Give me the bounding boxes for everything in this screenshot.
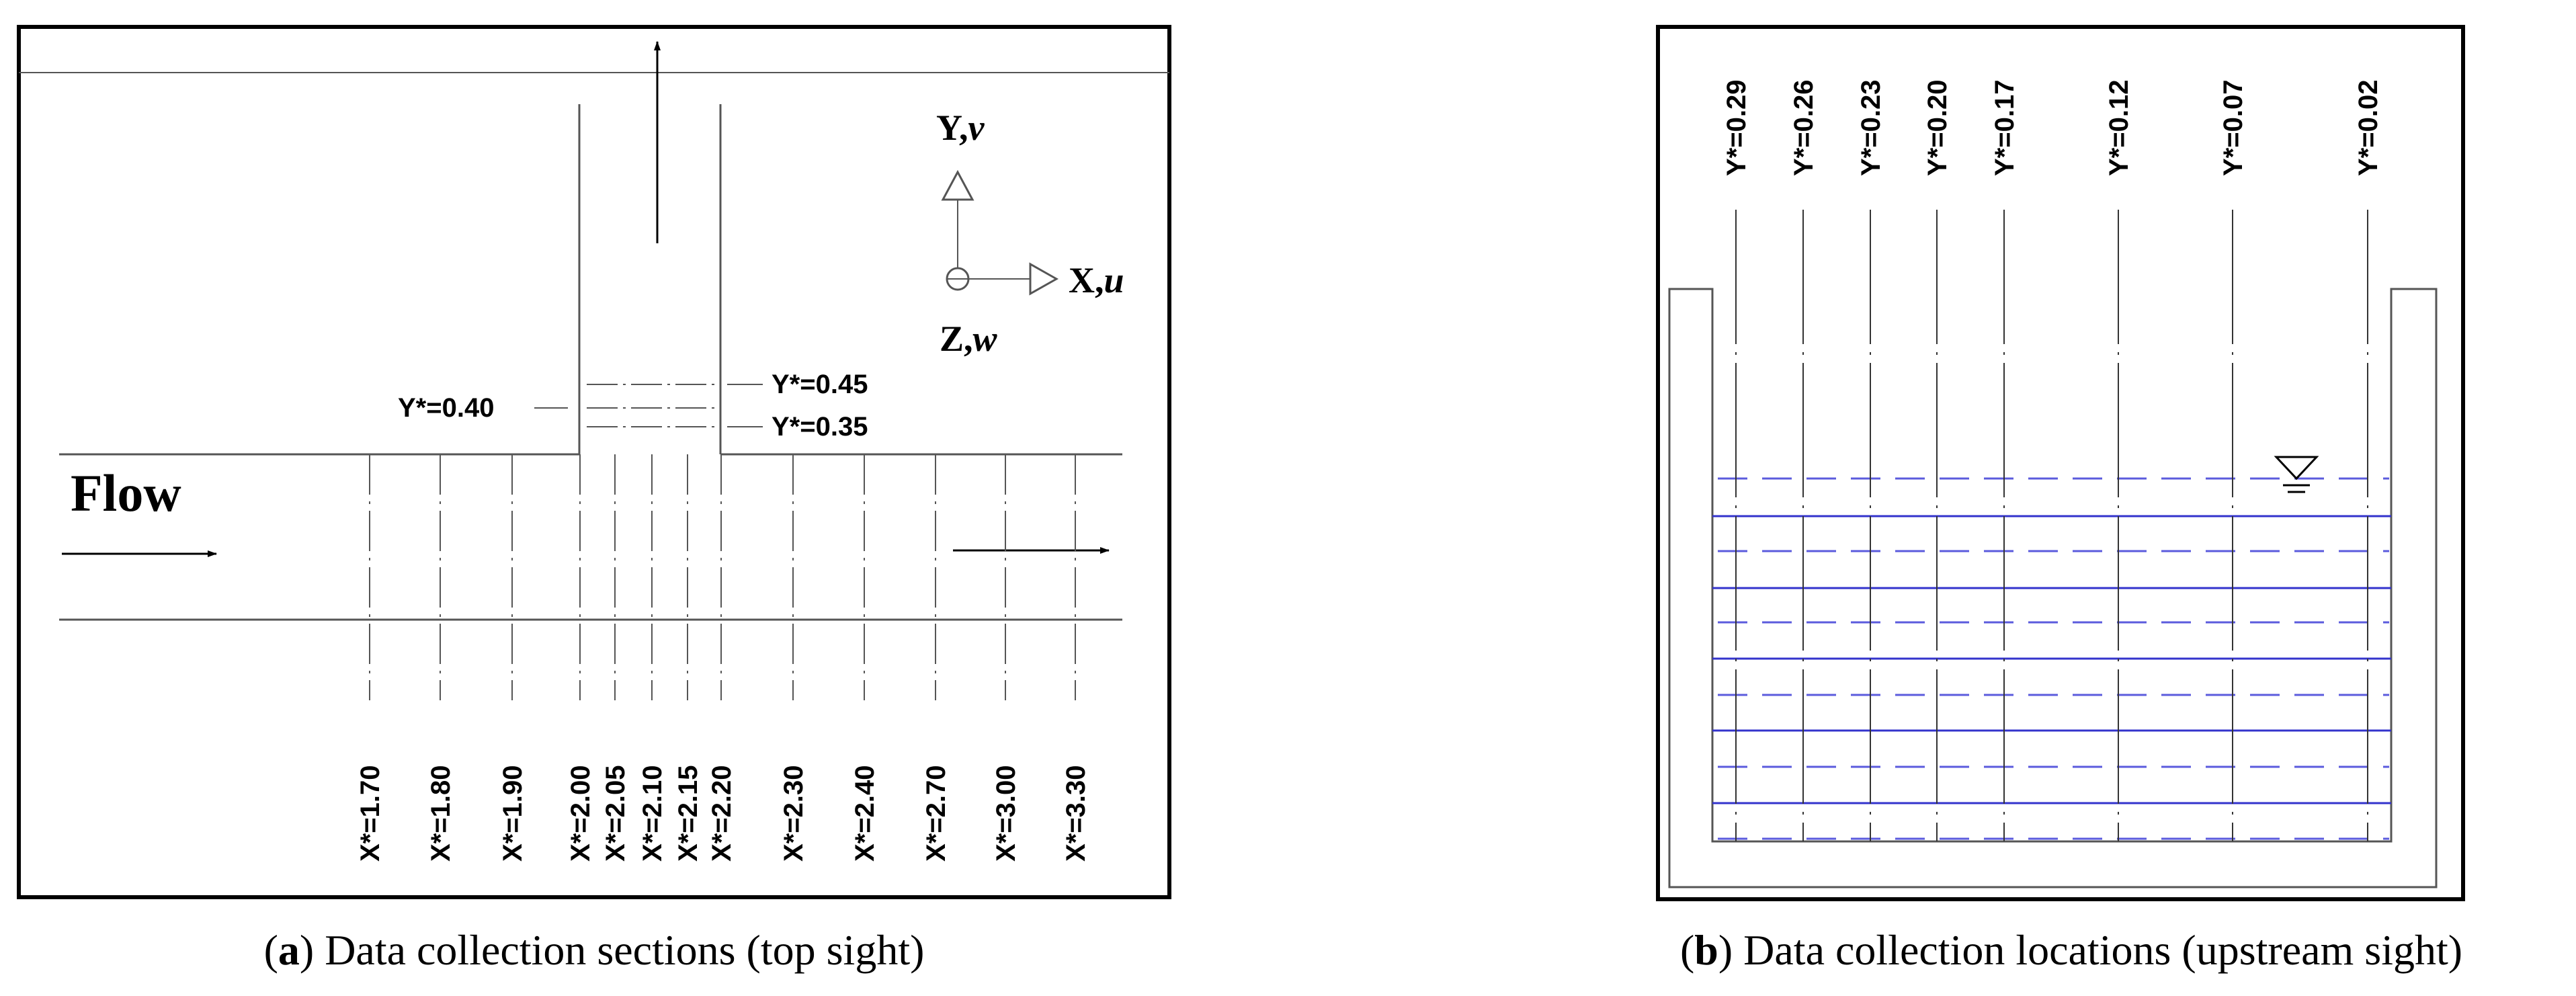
caption-a: (a) Data collection sections (top sight) [264, 926, 925, 974]
x-axis-label: X,u [1069, 260, 1124, 300]
y-axis-arrowhead-icon [941, 169, 974, 201]
coordinate-axes: Y,v X,u Z,w [936, 108, 1124, 359]
x-section-label: X*=2.15 [673, 765, 703, 862]
x-sections: X*=1.70 X*=1.80 X*=1.90 X*=2.00 X*=2.05 X*=2.… [356, 454, 1091, 862]
caption-a-text: Data collection sections (top sight) [314, 926, 924, 974]
branch-section-lines [587, 384, 716, 427]
free-surface-symbol-icon [2274, 456, 2319, 493]
z-axis-label: Z,w [940, 319, 998, 359]
branch-section-label-y040: Y*=0.40 [398, 393, 494, 423]
x-section-label: X*=2.40 [850, 765, 880, 862]
x-section-label: X*=3.30 [1061, 765, 1091, 862]
y-section-label: Y*=0.07 [2218, 80, 2248, 176]
y-section-label: Y*=0.20 [1923, 80, 1952, 176]
y-section-label: Y*=0.26 [1789, 80, 1819, 176]
branch-section-label-y035: Y*=0.35 [772, 412, 868, 442]
branch-section-label-y045: Y*=0.45 [772, 370, 868, 399]
x-section-label: X*=2.70 [921, 765, 951, 862]
measurement-depth-lines [1712, 477, 2391, 840]
caption-a-letter: a [278, 926, 300, 974]
x-axis-var: u [1104, 260, 1124, 300]
y-sections: Y*=0.29 Y*=0.26 Y*=0.23 Y*=0.20 Y*=0.17 Y*=0.… [1722, 80, 2383, 841]
y-section-label: Y*=0.29 [1722, 80, 1751, 176]
panel-b: Y*=0.29 Y*=0.26 Y*=0.23 Y*=0.20 Y*=0.17 Y*=0.… [1656, 25, 2465, 974]
x-section-label: X*=2.00 [566, 765, 595, 862]
y-section-label: Y*=0.23 [1856, 80, 1886, 176]
x-section-label: X*=2.20 [707, 765, 737, 862]
y-section-label: Y*=0.17 [1990, 80, 2020, 176]
x-section-label: X*=1.80 [426, 765, 456, 862]
x-section-label: X*=1.70 [356, 765, 385, 862]
x-section-label: X*=2.05 [601, 765, 630, 862]
caption-b: (b) Data collection locations (upstream … [1680, 926, 2462, 974]
caption-b-text: Data collection locations (upstream sigh… [1733, 926, 2462, 974]
x-section-label: X*=1.90 [498, 765, 528, 862]
panel-b-frame [1656, 25, 2465, 901]
y-axis-name: Y, [936, 108, 968, 148]
z-axis-var: w [973, 319, 998, 359]
y-section-label: Y*=0.02 [2354, 80, 2383, 176]
channel-cross-section [1668, 288, 2438, 888]
x-axis-name: X, [1069, 260, 1104, 300]
panel-a: Y*=0.40 Y*=0.45 Y*=0.35 Flow Y,v X,u Z,w… [17, 25, 1171, 974]
caption-b-letter: b [1694, 926, 1718, 974]
x-axis-arrowhead-icon [1029, 262, 1059, 296]
z-axis-name: Z, [940, 319, 973, 359]
x-section-label: X*=3.00 [991, 765, 1021, 862]
y-axis-var: v [968, 108, 985, 148]
x-section-label: X*=2.10 [638, 765, 667, 862]
flow-label: Flow [71, 464, 181, 522]
y-axis-label: Y,v [936, 108, 985, 148]
x-section-label: X*=2.30 [779, 765, 808, 862]
panel-a-frame [17, 25, 1171, 899]
y-section-label: Y*=0.12 [2104, 80, 2134, 176]
